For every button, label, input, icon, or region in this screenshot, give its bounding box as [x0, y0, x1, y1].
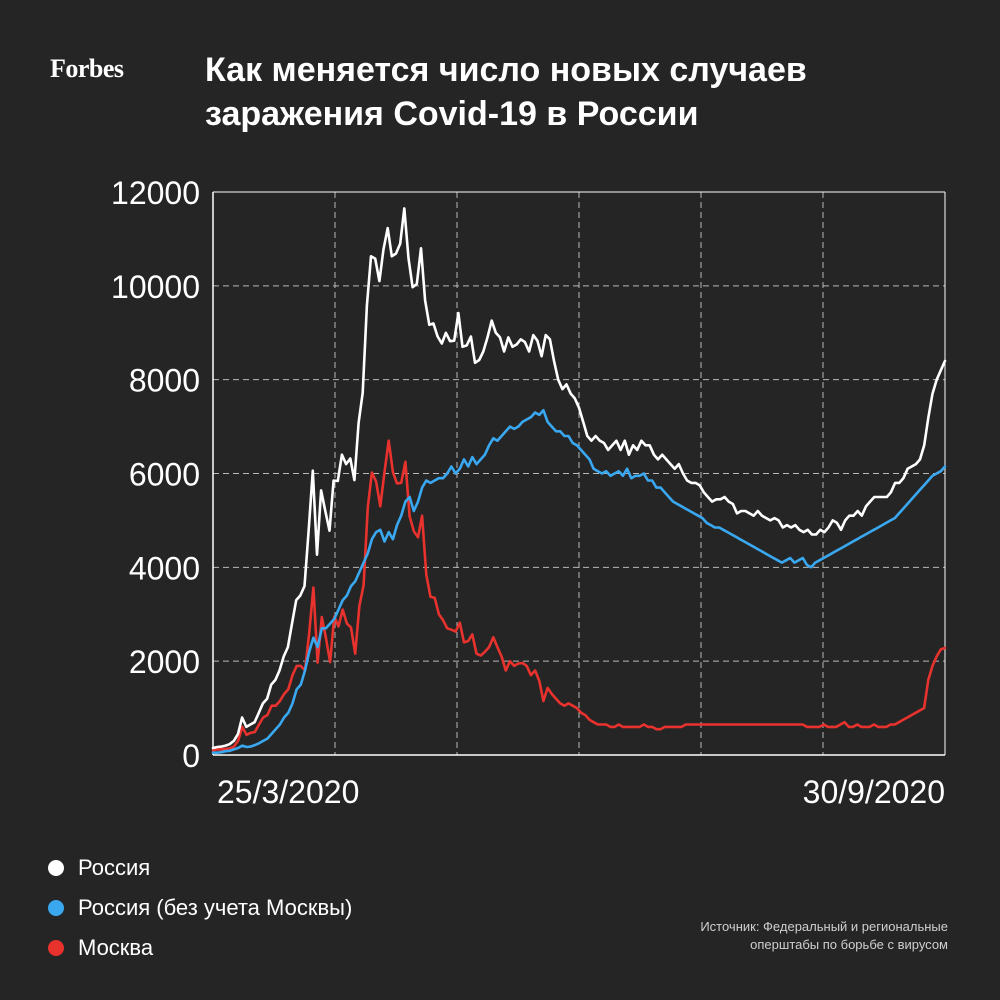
source-note: Источник: Федеральный и региональные опе… [700, 918, 948, 954]
x-tick-label-start: 25/3/2020 [217, 774, 359, 810]
legend-label-russia: Россия [78, 855, 151, 880]
y-tick-label: 12000 [111, 175, 200, 211]
source-line-2: оперштабы по борьбе с вирусом [750, 937, 948, 952]
legend-dot-moscow [48, 940, 64, 956]
legend-item-moscow: Москва [48, 928, 352, 968]
x-axis-labels: 25/3/2020 30/9/2020 [217, 774, 945, 810]
chart-title-line-2: заражения Covid-19 в России [205, 95, 699, 133]
y-tick-label: 0 [182, 738, 200, 774]
legend-label-russia-without-moscow: Россия (без учета Москвы) [78, 895, 353, 920]
x-tick-label-end: 30/9/2020 [803, 774, 945, 810]
y-tick-label: 6000 [129, 457, 200, 493]
chart-axes [212, 191, 946, 756]
chart-series [211, 207, 947, 755]
legend-dot-russia [48, 860, 64, 876]
source-line-1: Источник: Федеральный и региональные [700, 919, 948, 934]
legend-label-moscow: Москва [78, 935, 154, 960]
y-axis-labels: 0 2000 4000 6000 8000 10000 12000 [111, 175, 200, 774]
chart-legend: Россия Россия (без учета Москвы) Москва [48, 848, 352, 968]
y-tick-label: 10000 [111, 269, 200, 305]
chart-title-line-1: Как меняется число новых случаев [205, 51, 807, 89]
legend-dot-russia-without-moscow [48, 900, 64, 916]
forbes-logo: Forbes [50, 54, 124, 83]
chart-title: Как меняется число новых случаев заражен… [205, 48, 965, 136]
y-tick-label: 4000 [129, 550, 200, 586]
chart-grid [213, 191, 945, 755]
legend-item-russia-without-moscow: Россия (без учета Москвы) [48, 888, 352, 928]
series-line-russia [211, 207, 947, 750]
series-line-russia-without-moscow [211, 408, 947, 755]
legend-item-russia: Россия [48, 848, 352, 888]
y-tick-label: 2000 [129, 644, 200, 680]
y-tick-label: 8000 [129, 363, 200, 399]
